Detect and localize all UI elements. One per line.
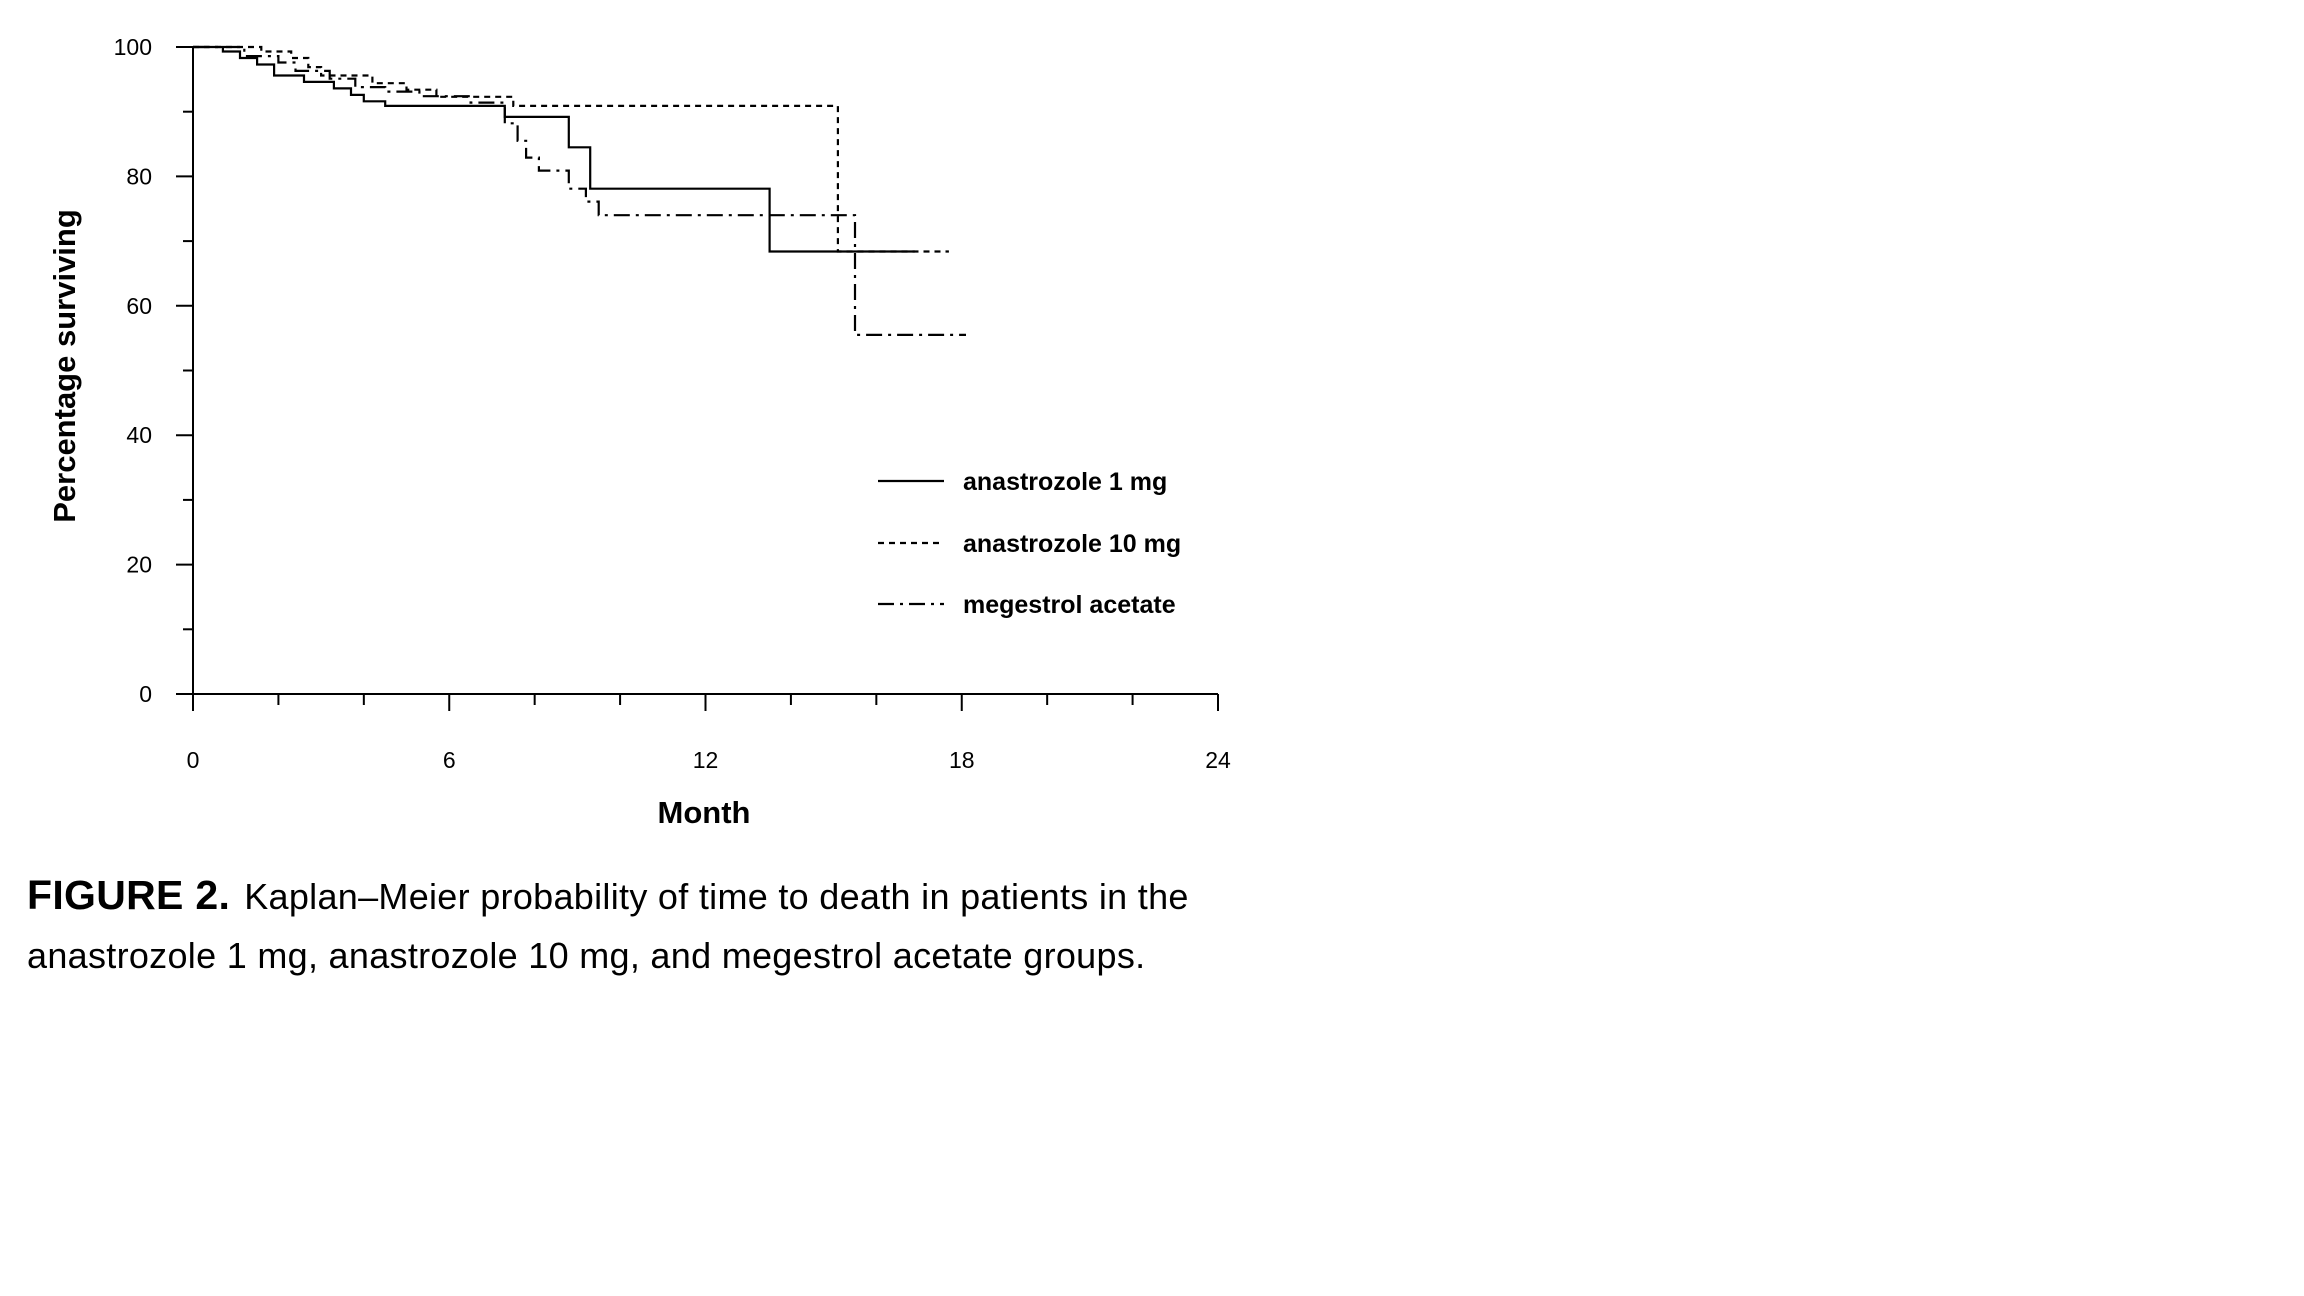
x-tick-label: 18 — [949, 747, 975, 773]
legend-label-2: anastrozole 10 mg — [963, 530, 1181, 558]
y-tick-label: 40 — [126, 422, 152, 448]
caption-text: Kaplan–Meier probability of time to deat… — [27, 876, 1189, 976]
series-line-3 — [193, 45, 966, 336]
y-tick-label: 60 — [126, 293, 152, 319]
chart-ticks — [176, 46, 1219, 711]
chart-series-layer — [193, 45, 966, 336]
y-tick-label: 100 — [114, 34, 152, 60]
y-tick-label: 80 — [126, 163, 152, 189]
x-tick-label: 0 — [187, 747, 200, 773]
x-tick-label: 24 — [1205, 747, 1231, 773]
series-line-1 — [193, 45, 915, 253]
series-line-2 — [193, 45, 949, 253]
legend-label-1: anastrozole 1 mg — [963, 468, 1167, 496]
x-tick-label: 12 — [693, 747, 719, 773]
y-tick-label: 20 — [126, 552, 152, 578]
y-axis-title: Percentage surviving — [47, 209, 82, 523]
km-survival-chart: 0 20 40 60 80 100 0 6 12 18 24 Month Percentage su… — [47, 34, 1231, 830]
x-tick-label: 6 — [443, 747, 456, 773]
legend-label-3: megestrol acetate — [963, 591, 1176, 619]
x-axis-title: Month — [658, 795, 751, 830]
chart-legend: anastrozole 1 mg anastrozole 10 mg megestr… — [878, 468, 1181, 619]
y-tick-label: 0 — [139, 681, 152, 707]
caption-label: FIGURE 2. — [27, 872, 231, 918]
chart-tick-labels: 0 20 40 60 80 100 0 6 12 18 24 — [114, 34, 1231, 773]
figure-caption: FIGURE 2. Kaplan–Meier probability of tim… — [27, 866, 1327, 985]
